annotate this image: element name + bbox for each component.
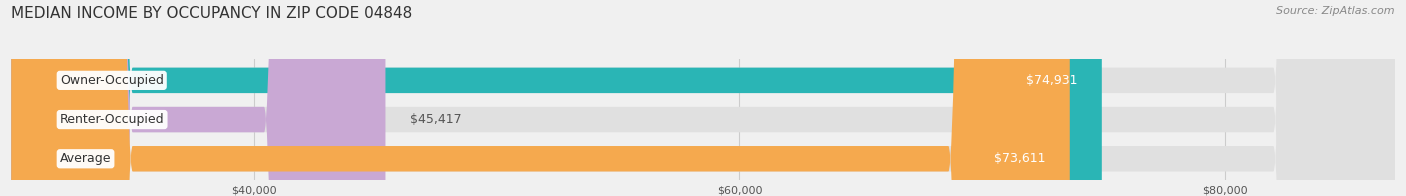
Text: MEDIAN INCOME BY OCCUPANCY IN ZIP CODE 04848: MEDIAN INCOME BY OCCUPANCY IN ZIP CODE 0… [11, 6, 412, 21]
FancyBboxPatch shape [11, 0, 1395, 196]
Text: Renter-Occupied: Renter-Occupied [60, 113, 165, 126]
Text: $74,931: $74,931 [1026, 74, 1077, 87]
Text: $73,611: $73,611 [994, 152, 1046, 165]
Text: Source: ZipAtlas.com: Source: ZipAtlas.com [1277, 6, 1395, 16]
Text: Average: Average [60, 152, 111, 165]
FancyBboxPatch shape [11, 0, 1070, 196]
FancyBboxPatch shape [11, 0, 1102, 196]
Text: Owner-Occupied: Owner-Occupied [60, 74, 163, 87]
FancyBboxPatch shape [11, 0, 1395, 196]
Text: $45,417: $45,417 [409, 113, 461, 126]
FancyBboxPatch shape [11, 0, 1395, 196]
FancyBboxPatch shape [11, 0, 385, 196]
